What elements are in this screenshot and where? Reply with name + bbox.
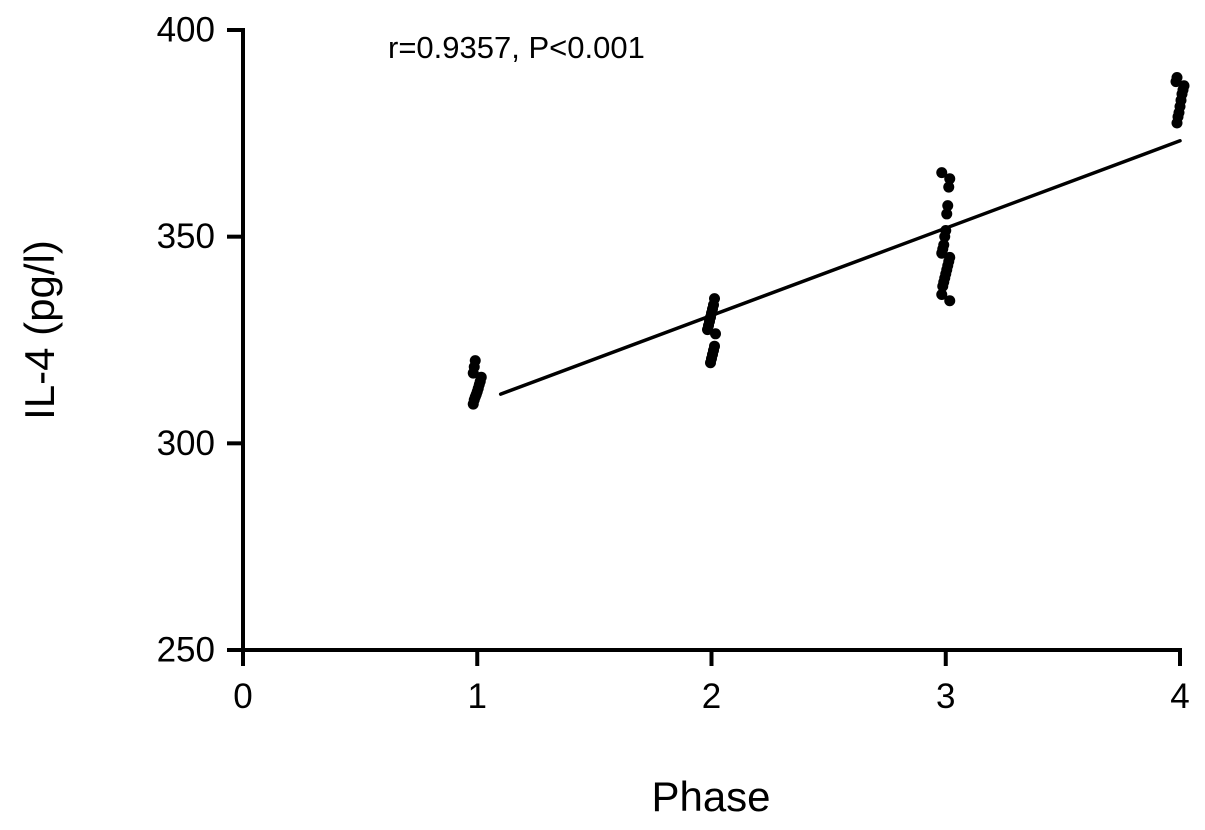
data-point — [940, 224, 952, 236]
y-tick-label: 400 — [157, 11, 215, 50]
regression-line — [498, 139, 1182, 396]
x-tick-label: 2 — [702, 677, 721, 716]
x-axis-title: Phase — [651, 773, 771, 820]
x-tick-label: 3 — [936, 677, 955, 716]
data-point — [944, 295, 956, 307]
data-point — [936, 289, 948, 301]
data-point — [709, 293, 720, 305]
data-point — [942, 200, 954, 212]
x-tick-label: 0 — [233, 677, 252, 716]
data-point — [944, 173, 956, 185]
y-axis-title: IL-4 (pg/l) — [16, 240, 63, 420]
data-point — [936, 167, 948, 179]
y-tick-label: 300 — [157, 424, 215, 463]
data-point — [941, 208, 953, 220]
data-point — [709, 340, 720, 352]
correlation-annotation: r=0.9357, P<0.001 — [388, 30, 645, 65]
y-tick-label: 250 — [157, 631, 215, 670]
y-tick-label: 350 — [157, 217, 215, 256]
data-point — [469, 355, 481, 367]
x-tick-label: 4 — [1170, 677, 1189, 716]
data-point — [943, 181, 955, 193]
data-point — [938, 239, 950, 251]
data-point — [1171, 72, 1183, 84]
x-tick-label: 1 — [468, 677, 487, 716]
